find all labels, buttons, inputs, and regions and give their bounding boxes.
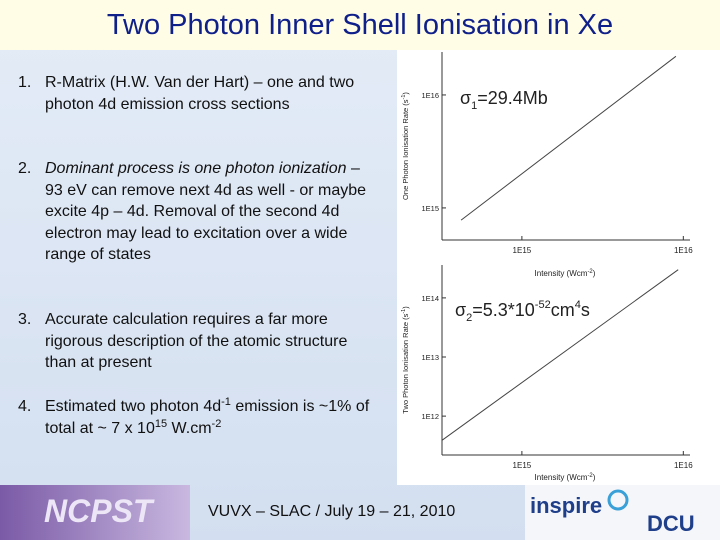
label-part: ) xyxy=(593,269,596,278)
label-part: ) xyxy=(593,473,596,482)
annotation-superscript: -52 xyxy=(535,299,551,311)
list-item: 4. Estimated two photon 4d-1 emission is… xyxy=(18,396,378,439)
label-superscript: -2 xyxy=(587,473,593,479)
item-number: 1. xyxy=(18,74,32,91)
item-text: – 93 eV can remove next 4d as well - or … xyxy=(45,160,367,263)
item-body: Estimated two photon 4d-1 emission is ~1… xyxy=(45,396,378,439)
list-item: 1. R-Matrix (H.W. Van der Hart) – one an… xyxy=(18,72,378,115)
y-axis-label: Two Photon Ionisation Rate (s-1) xyxy=(401,306,410,414)
annotation-part: =5.3*10 xyxy=(472,300,535,320)
x-tick-label: 1E16 xyxy=(674,461,693,470)
data-line xyxy=(441,269,679,441)
chart-panel xyxy=(397,50,720,485)
x-tick-label: 1E16 xyxy=(674,246,693,255)
label-part: Intensity (Wcm xyxy=(535,269,588,278)
annotation-part: σ xyxy=(455,300,466,320)
annotation-superscript: 4 xyxy=(575,299,581,311)
label-superscript: -2 xyxy=(587,269,593,275)
item-emphasis: Dominant process is one photon ionizatio… xyxy=(45,160,347,177)
item-text: R-Matrix (H.W. Van der Hart) – one and t… xyxy=(45,74,355,113)
inspire-logo: inspire xyxy=(530,493,603,518)
annotation-subscript: 1 xyxy=(471,100,477,112)
superscript: 15 xyxy=(154,417,168,430)
ncpst-logo: NCPST xyxy=(0,485,190,540)
y-axis-label: One Photon Ionisation Rate (s-1) xyxy=(401,92,410,200)
item-text: emission is ~1% of total at ~ 7 x 10 xyxy=(45,398,370,437)
y-tick-label: 1E14 xyxy=(421,294,439,303)
logo-text: NCPST xyxy=(44,493,153,529)
title-bar: Two Photon Inner Shell Ionisation in Xe xyxy=(0,0,720,50)
item-text: Accurate calculation requires a far more… xyxy=(45,311,348,371)
label-part: ) xyxy=(401,92,410,95)
item-number: 3. xyxy=(18,311,32,328)
list-item: 3. Accurate calculation requires a far m… xyxy=(18,309,378,374)
label-part: Intensity (Wcm xyxy=(535,473,588,482)
x-tick-label: 1E15 xyxy=(513,461,532,470)
data-line xyxy=(460,55,677,221)
annotation-part: =29.4Mb xyxy=(477,88,548,108)
label-superscript: -1 xyxy=(401,95,407,100)
annotation: σ2=5.3*10-52cm4s xyxy=(455,299,590,324)
superscript: -2 xyxy=(211,417,222,430)
list-item: 2. Dominant process is one photon ioniza… xyxy=(18,158,378,266)
annotation-part: cm xyxy=(551,300,575,320)
label-part: One Photon Ionisation Rate (s xyxy=(401,99,410,200)
partner-logos: inspire DCU xyxy=(525,485,720,540)
x-tick-label: 1E15 xyxy=(513,246,532,255)
y-tick-label: 1E12 xyxy=(421,412,439,421)
y-tick-label: 1E13 xyxy=(421,353,439,362)
annotation: σ1=29.4Mb xyxy=(460,88,548,112)
logo-ring xyxy=(607,489,629,511)
title: Two Photon Inner Shell Ionisation in Xe xyxy=(106,9,614,41)
item-number: 2. xyxy=(18,160,32,177)
annotation-part: σ xyxy=(460,88,471,108)
item-text: W.cm xyxy=(167,419,212,437)
x-axis-label: Intensity (Wcm-2) xyxy=(535,473,596,482)
item-body: Dominant process is one photon ionizatio… xyxy=(45,158,378,266)
event-text: VUVX – SLAC / July 19 – 21, 2010 xyxy=(208,503,456,520)
annotation-part: s xyxy=(581,300,590,320)
label-superscript: -1 xyxy=(401,309,407,314)
y-tick-label: 1E16 xyxy=(421,91,439,100)
label-part: Two Photon Ionisation Rate (s xyxy=(401,313,410,413)
item-text: Estimated two photon 4d xyxy=(45,398,222,415)
ring xyxy=(607,489,629,511)
item-number: 4. xyxy=(18,398,32,415)
superscript: -1 xyxy=(221,396,231,408)
dcu-logo: DCU xyxy=(647,511,695,536)
x-axis-label: Intensity (Wcm-2) xyxy=(535,269,596,278)
y-tick-label: 1E15 xyxy=(421,204,439,213)
annotation-subscript: 2 xyxy=(466,312,472,324)
label-part: ) xyxy=(401,306,410,309)
